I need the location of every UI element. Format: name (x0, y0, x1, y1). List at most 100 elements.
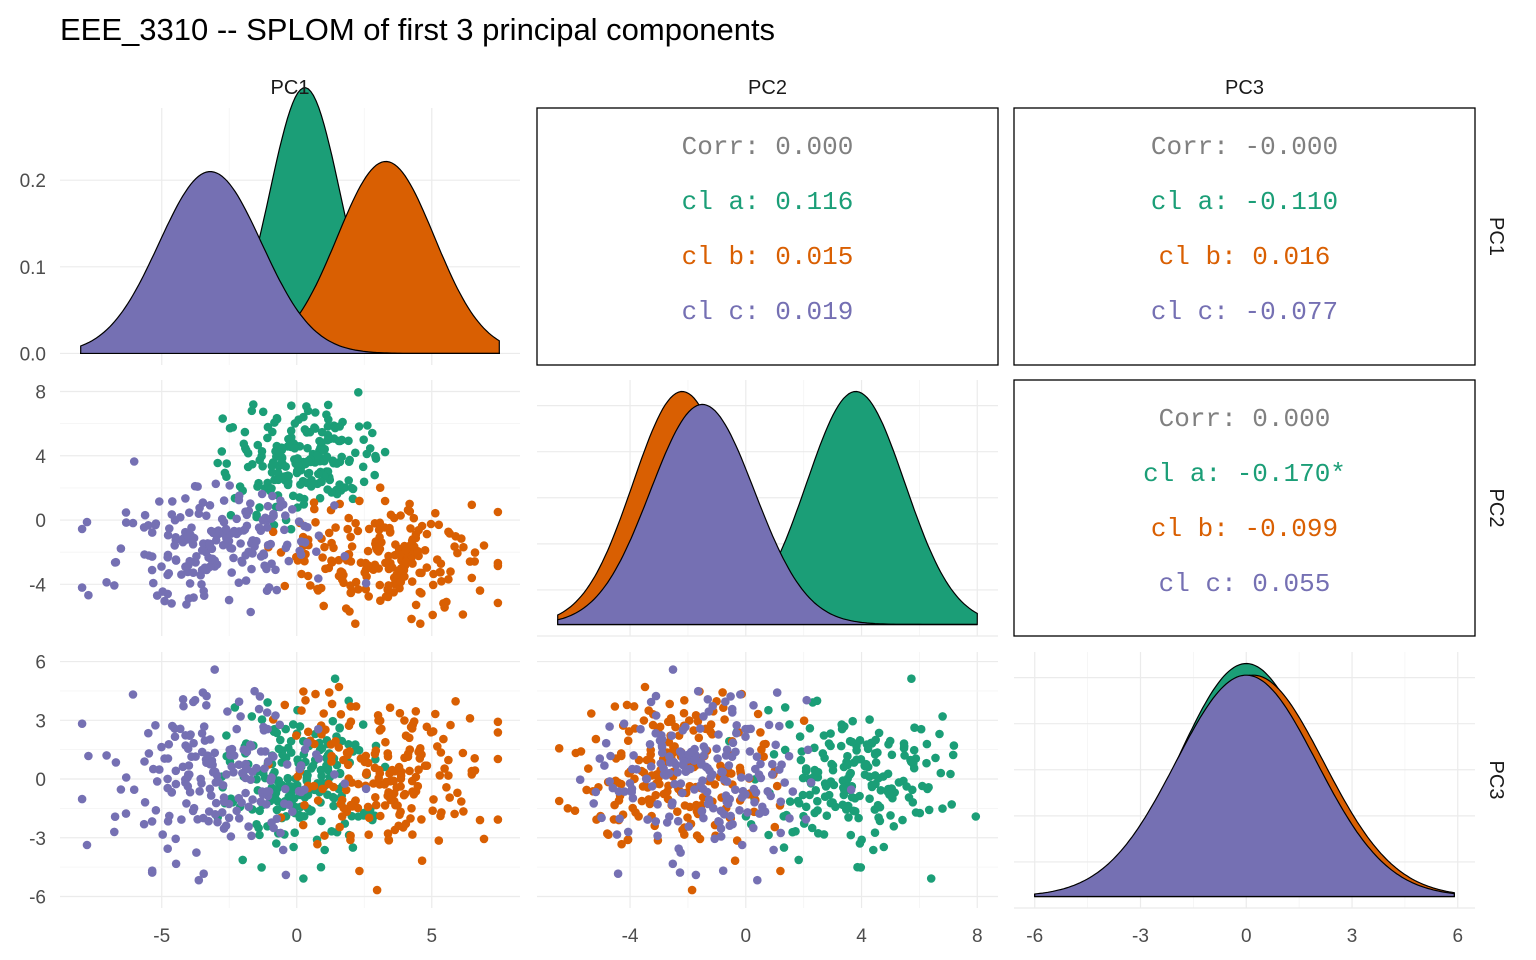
point-cl-c (612, 830, 622, 839)
point-cl-a (794, 855, 803, 865)
point-cl-b (280, 581, 290, 591)
point-cl-c (129, 457, 139, 466)
point-cl-a (885, 790, 894, 799)
point-cl-c (194, 509, 204, 518)
point-cl-c (164, 740, 174, 749)
point-cl-c (77, 719, 87, 728)
point-cl-c (595, 754, 605, 763)
point-cl-a (269, 520, 279, 530)
point-cl-a (849, 806, 858, 816)
point-cl-c (189, 738, 198, 748)
point-cl-c (749, 823, 758, 833)
point-cl-b (395, 708, 405, 718)
tick-label-density: 0.0 (20, 344, 46, 365)
point-cl-b (329, 543, 338, 553)
point-cl-b (680, 801, 690, 810)
point-cl-b (571, 748, 581, 758)
point-cl-c (170, 732, 180, 741)
point-cl-c (236, 712, 245, 721)
point-cl-c (296, 761, 306, 770)
point-cl-b (470, 548, 480, 557)
point-cl-a (323, 763, 333, 773)
point-cl-a (328, 716, 338, 726)
point-cl-c (657, 741, 667, 750)
point-cl-a (317, 744, 327, 753)
point-cl-c (605, 777, 614, 786)
point-cl-b (375, 483, 385, 493)
point-cl-c (128, 690, 138, 699)
point-cl-a (870, 750, 880, 759)
point-cl-b (475, 586, 485, 595)
point-cl-c (266, 539, 276, 549)
point-cl-a (843, 774, 852, 783)
point-cl-b (639, 716, 649, 725)
tick-label-x-pc2: 0 (741, 926, 752, 947)
point-cl-b (301, 696, 310, 705)
point-cl-a (239, 439, 249, 449)
density-cl-c-pc1 (80, 171, 500, 355)
point-cl-a (335, 436, 345, 446)
point-cl-b (354, 585, 363, 594)
point-cl-c (77, 583, 87, 592)
point-cl-c (802, 695, 811, 705)
point-cl-a (924, 783, 933, 792)
point-cl-b (415, 568, 424, 578)
point-cl-c (177, 570, 186, 579)
point-cl-a (222, 472, 231, 482)
tick-label-y-pc3: 3 (35, 711, 46, 732)
point-cl-b (346, 581, 355, 590)
point-cl-c (714, 730, 723, 739)
point-cl-b (475, 815, 485, 825)
point-cl-c (653, 800, 662, 809)
point-cl-c (206, 791, 216, 800)
point-cl-c (82, 840, 92, 850)
point-cl-c (223, 707, 232, 716)
point-cl-c (600, 761, 609, 770)
point-cl-c (207, 555, 216, 565)
point-cl-c (102, 751, 111, 760)
point-cl-c (601, 738, 611, 748)
point-cl-a (846, 830, 856, 840)
point-cl-c (684, 822, 693, 831)
point-cl-c (764, 720, 774, 730)
point-cl-c (194, 875, 204, 885)
point-cl-c (575, 775, 585, 784)
strip-top-pc2: PC2 (748, 77, 787, 99)
point-cl-c (282, 760, 292, 769)
point-cl-b (445, 793, 455, 802)
point-cl-b (334, 682, 344, 692)
point-cl-a (785, 797, 795, 806)
point-cl-a (812, 696, 822, 706)
point-cl-c (699, 712, 708, 721)
point-cl-a (874, 728, 884, 738)
point-cl-a (785, 720, 794, 729)
point-cl-b (444, 771, 453, 780)
point-cl-b (371, 800, 381, 810)
point-cl-c (314, 574, 323, 583)
point-cl-b (380, 801, 390, 810)
point-cl-c (147, 565, 157, 575)
point-cl-c (272, 814, 282, 823)
point-cl-b (346, 702, 356, 711)
point-cl-b (433, 742, 442, 751)
point-cl-c (260, 764, 269, 773)
point-cl-c (234, 760, 244, 769)
point-cl-b (383, 752, 393, 761)
point-cl-c (205, 562, 214, 572)
point-cl-a (316, 862, 326, 872)
point-cl-a (869, 845, 878, 855)
point-cl-b (331, 523, 340, 532)
point-cl-b (736, 766, 745, 776)
point-cl-b (336, 799, 346, 809)
point-cl-b (670, 742, 679, 751)
point-cl-c (361, 578, 371, 588)
point-cl-b (610, 702, 620, 711)
tick-label-x-pc2: 4 (856, 926, 867, 947)
point-cl-c (735, 806, 744, 815)
point-cl-b (799, 716, 809, 725)
point-cl-a (286, 736, 296, 746)
point-cl-a (865, 772, 874, 781)
point-cl-b (400, 572, 409, 581)
point-cl-a (315, 493, 325, 503)
point-cl-a (267, 468, 277, 477)
